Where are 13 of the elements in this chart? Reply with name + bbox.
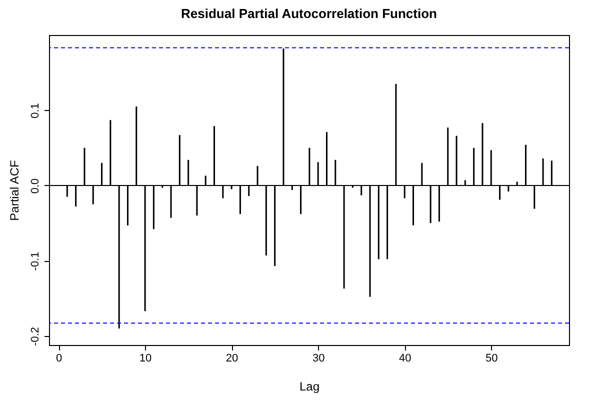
x-tick-label: 0 xyxy=(56,352,62,364)
y-tick-label: 0.1 xyxy=(30,103,42,118)
x-tick-label: 40 xyxy=(398,352,412,364)
chart-title: Residual Partial Autocorrelation Function xyxy=(181,6,438,21)
x-tick-label: 10 xyxy=(139,352,152,364)
x-tick-label: 20 xyxy=(226,352,238,364)
x-axis-title: Lag xyxy=(299,380,320,394)
x-tick-label: 50 xyxy=(486,352,498,364)
y-tick-label: 0.0 xyxy=(30,178,42,194)
y-axis-title: Partial ACF xyxy=(8,160,22,221)
y-tick-label: -0.2 xyxy=(30,326,42,346)
x-tick-label: 30 xyxy=(312,352,325,364)
y-tick-label: -0.1 xyxy=(30,252,42,271)
